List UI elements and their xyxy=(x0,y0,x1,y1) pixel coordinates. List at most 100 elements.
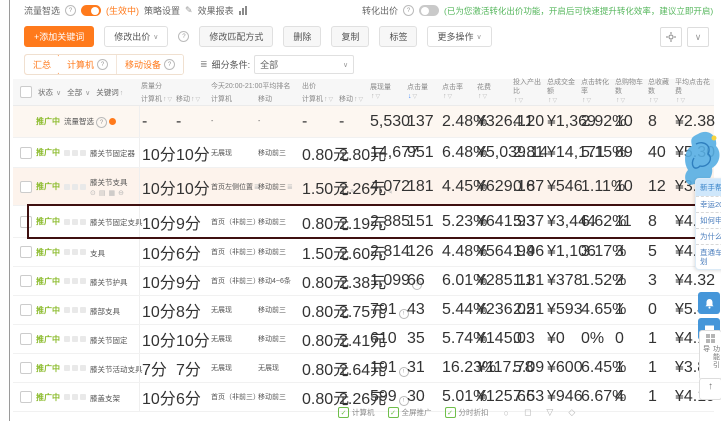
info-icon[interactable]: ! xyxy=(398,396,409,406)
cell-bid-pc: 0.80元 xyxy=(302,215,350,233)
table-row[interactable]: 推广中 支具 10分 6分 首页（非前三） 移动前三 1.50元 2.60元 2,814 126 4… xyxy=(13,238,715,267)
faq-item[interactable]: 为什么数据以日期显示 xyxy=(696,228,721,244)
refresh-icon[interactable]: ◻ xyxy=(523,407,532,417)
table-row[interactable]: 推广中 膝关节支具 ⊙▤▦⊖ 10分 10分 首页左侧位置≣ 移动前三≣ 1.50元✎ 2.26… xyxy=(13,168,715,206)
faq-item[interactable]: 直通车如何新建推广计划 xyxy=(696,244,721,269)
list-icon[interactable]: ▤ xyxy=(98,189,109,197)
chart-icon[interactable] xyxy=(238,6,247,15)
table-row[interactable]: 推广中 膝关节活动支具 7分 7分 无展现 无展现 0.80元 2.64元 191! 31 16.2… xyxy=(13,354,715,383)
select-all-checkbox[interactable] xyxy=(20,86,32,98)
subcolumn-header[interactable]: 移动 xyxy=(258,95,272,103)
edit-bid-icon[interactable]: ✎ xyxy=(387,188,394,196)
cell-bid-mobile: 2.26元✎ xyxy=(339,180,394,198)
row-checkbox[interactable] xyxy=(20,362,32,374)
device-icons xyxy=(64,307,86,313)
metric-header-clicks[interactable]: 点击量 ↓▽ xyxy=(407,83,428,100)
cell-rank-pc: 首页（非前三） xyxy=(211,394,260,401)
cell-rank-pc: 无展现 xyxy=(211,149,232,157)
metric-header-gmv[interactable]: 总成交金额 ↑▽ xyxy=(547,79,575,104)
flow-toggle[interactable] xyxy=(81,5,102,16)
subcolumn-header[interactable]: 计算机↑▽ xyxy=(302,95,334,103)
tab-pc[interactable]: 计算机? xyxy=(59,55,118,74)
tab-summary[interactable]: 汇总 xyxy=(25,55,61,74)
expand-icon[interactable]: ◇ xyxy=(568,407,576,417)
guide-widget[interactable]: 功能引导 xyxy=(699,330,721,380)
row-checkbox[interactable] xyxy=(20,180,32,193)
edit-bid-icon[interactable]: ✎ xyxy=(350,188,357,196)
cell-clicks: 126 xyxy=(407,243,434,260)
metric-header-cvr[interactable]: 点击转化率 ↑▽ xyxy=(581,79,609,104)
report-link[interactable]: 效果报表 xyxy=(197,6,234,16)
detail-icon[interactable]: ⊙ xyxy=(90,189,99,197)
cell-cvr: 6.62% xyxy=(581,212,627,230)
rank-detail-icon[interactable]: ≣ xyxy=(254,183,260,191)
cell-qs-mobile: 10分 xyxy=(176,333,210,350)
device-tabs: 汇总 计算机? 移动设备? xyxy=(24,54,185,75)
table-row[interactable]: 推广中 膝关节固定 10分 10分 无展现 移动前三 0.80元 2.41元 610 35 5.74… xyxy=(13,325,715,354)
table-row[interactable]: 推广中 膝部支具 10分 8分 无展现 移动前三 0.80元 2.75元 791! 43 5.44%… xyxy=(13,296,715,325)
segment-select[interactable]: 全部 ∨ xyxy=(254,55,355,74)
modify-bid-dropdown[interactable]: 修改出价 ∨ xyxy=(104,26,169,47)
cell-rank-pc: - xyxy=(211,118,214,125)
add-keyword-button[interactable]: +添加关键词 xyxy=(24,26,95,47)
status-badge: 推广中 xyxy=(36,363,60,373)
metric-header-cpc[interactable]: 平均点击花费 ↑▽ xyxy=(675,79,710,104)
table-row[interactable]: 推广中 膝关节固定支具 10分 9分 首页（非前三） 移动前三 0.80元 2.19元 2,88… xyxy=(13,204,715,239)
subcolumn-header[interactable]: 计算机 xyxy=(211,95,232,103)
cell-qs-mobile: - xyxy=(176,112,182,130)
metric-header-roi[interactable]: 投入产出比 ↑▽ xyxy=(513,79,541,104)
metric-header-favs[interactable]: 总收藏数 ↑▽ xyxy=(648,79,669,104)
table-row[interactable]: 推广中 流量智选? - - - - - -5,530 137 2.48% ¥326.11 4.20 ¥1… xyxy=(13,106,715,138)
faq-item[interactable]: 如何申请无线图片功能 xyxy=(696,212,721,228)
scope-filter[interactable]: 全部 ∨ xyxy=(67,87,91,97)
row-checkbox[interactable] xyxy=(20,304,32,316)
cell-bid-mobile: 2.26元 xyxy=(339,391,387,408)
back-to-top-widget[interactable]: ↑ xyxy=(699,378,721,400)
more-actions-dropdown[interactable]: 更多操作 ∨ xyxy=(427,26,492,47)
cell-carts: 2 xyxy=(615,272,624,289)
conversion-toggle[interactable] xyxy=(419,5,440,16)
info-icon[interactable]: ! xyxy=(412,280,423,290)
row-checkbox[interactable] xyxy=(20,333,32,345)
copy-button[interactable]: 复制 xyxy=(331,26,370,47)
chart-icon[interactable]: ▦ xyxy=(108,189,119,197)
edit-icon[interactable]: ✎ xyxy=(185,5,193,15)
keyword-label: 膝关节支具 xyxy=(90,177,128,187)
metric-header-impressions[interactable]: 展现量 ↑▽ xyxy=(370,83,391,100)
subcolumn-header[interactable]: 移动↑▽ xyxy=(339,95,364,103)
gear-icon[interactable] xyxy=(660,27,682,47)
status-filter[interactable]: 状态 ∨ xyxy=(38,87,62,97)
help-icon[interactable]: ○ xyxy=(503,407,509,418)
row-checkbox[interactable] xyxy=(20,146,32,159)
tag-button[interactable]: 标签 xyxy=(379,26,418,47)
info-icon[interactable]: ! xyxy=(398,309,409,319)
filter-icon[interactable]: ▽ xyxy=(546,407,554,417)
cell-bid-mobile: 2.75元 xyxy=(339,304,387,321)
remove-icon[interactable]: ⊖ xyxy=(118,189,127,197)
subcolumn-header[interactable]: 计算机↑▽ xyxy=(141,95,173,103)
strategy-settings-link[interactable]: 策略设置 xyxy=(144,6,181,16)
table-row[interactable]: 推广中 膝关节固定器 10分 10分 无展现 移动前三 0.80元 2.80元 14,677 95… xyxy=(13,138,715,168)
faq-item[interactable]: 幸运20点 xyxy=(696,196,721,212)
row-checkbox[interactable] xyxy=(20,246,32,258)
info-icon[interactable]: ! xyxy=(398,367,409,377)
modify-match-button[interactable]: 修改匹配方式 xyxy=(199,26,274,47)
notification-bell-icon[interactable] xyxy=(698,292,720,314)
row-checkbox[interactable] xyxy=(20,215,32,228)
metric-header-ctr[interactable]: 点击率 ↑▽ xyxy=(442,83,463,100)
collapse-chevron-icon[interactable]: ∨ xyxy=(687,27,709,47)
metric-header-cost[interactable]: 花费 ↑▽ xyxy=(477,83,491,100)
tab-mobile[interactable]: 移动设备? xyxy=(117,55,184,74)
metric-header-carts[interactable]: 总购物车数 ↑▽ xyxy=(615,79,643,104)
delete-button[interactable]: 删除 xyxy=(283,26,322,47)
row-checkbox[interactable] xyxy=(20,275,32,287)
cell-cvr: 1.52% xyxy=(581,272,627,289)
keyword-sort[interactable]: 关键词↑ xyxy=(96,87,124,97)
row-checkbox[interactable] xyxy=(20,391,32,403)
cell-impressions: 791! xyxy=(368,301,409,319)
subcolumn-header[interactable]: 移动↑▽ xyxy=(176,95,201,103)
rank-detail-icon[interactable]: ≣ xyxy=(287,183,293,191)
help-icon: ? xyxy=(164,59,176,70)
cell-ctr: 16.23% xyxy=(442,359,497,376)
table-row[interactable]: 推广中 膝关节护具 10分 9分 首页（非前三） 移动4~6条 0.80元 2.38元 1,09… xyxy=(13,267,715,296)
